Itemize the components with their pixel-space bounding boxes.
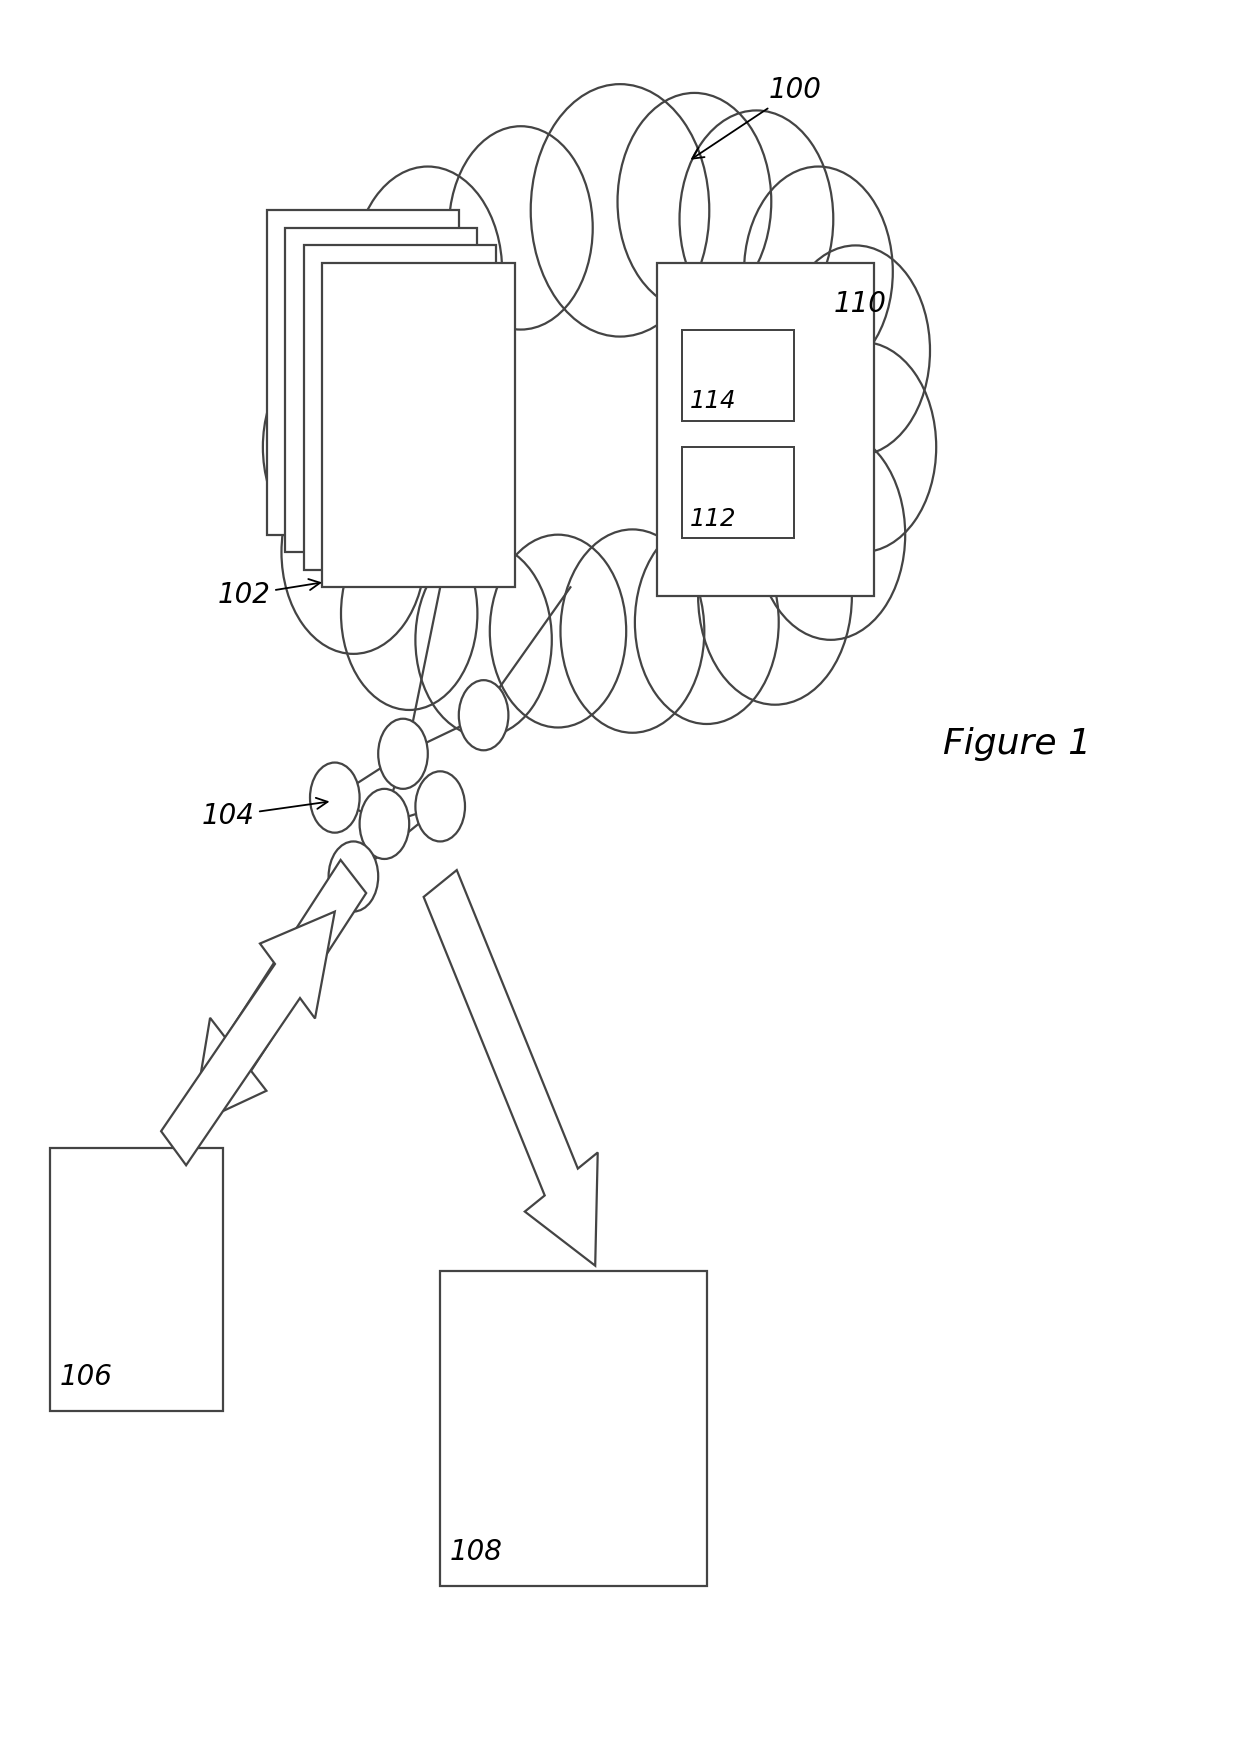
Circle shape <box>291 245 440 456</box>
Circle shape <box>263 345 407 549</box>
Circle shape <box>415 543 552 736</box>
Bar <box>440 1271 707 1586</box>
Bar <box>304 245 496 570</box>
Circle shape <box>360 789 409 859</box>
Circle shape <box>531 84 709 337</box>
Bar <box>285 228 477 552</box>
Bar <box>682 330 794 421</box>
Circle shape <box>310 763 360 833</box>
Circle shape <box>698 487 852 705</box>
Circle shape <box>744 167 893 377</box>
Circle shape <box>635 521 779 724</box>
Circle shape <box>781 245 930 456</box>
Circle shape <box>490 535 626 727</box>
Circle shape <box>415 771 465 841</box>
Circle shape <box>459 680 508 750</box>
Circle shape <box>353 167 502 377</box>
Circle shape <box>281 451 425 654</box>
Polygon shape <box>161 912 335 1166</box>
Bar <box>322 263 515 587</box>
Bar <box>50 1148 223 1411</box>
Circle shape <box>787 342 936 552</box>
Text: 104: 104 <box>201 798 327 829</box>
Text: 106: 106 <box>60 1362 113 1390</box>
Bar <box>657 263 874 596</box>
Text: 112: 112 <box>689 507 737 531</box>
Circle shape <box>756 429 905 640</box>
Text: 102: 102 <box>217 578 320 608</box>
Circle shape <box>449 126 593 330</box>
Text: 114: 114 <box>689 389 737 414</box>
Polygon shape <box>192 861 366 1125</box>
Circle shape <box>618 93 771 310</box>
Circle shape <box>341 517 477 710</box>
Circle shape <box>329 841 378 912</box>
Circle shape <box>680 110 833 328</box>
Circle shape <box>378 719 428 789</box>
Bar <box>267 210 459 535</box>
Text: Figure 1: Figure 1 <box>942 727 1091 761</box>
Text: 110: 110 <box>833 289 887 317</box>
Text: 108: 108 <box>450 1537 503 1565</box>
Bar <box>682 447 794 538</box>
Polygon shape <box>424 869 598 1266</box>
Text: 100: 100 <box>692 75 822 158</box>
Circle shape <box>560 529 704 733</box>
